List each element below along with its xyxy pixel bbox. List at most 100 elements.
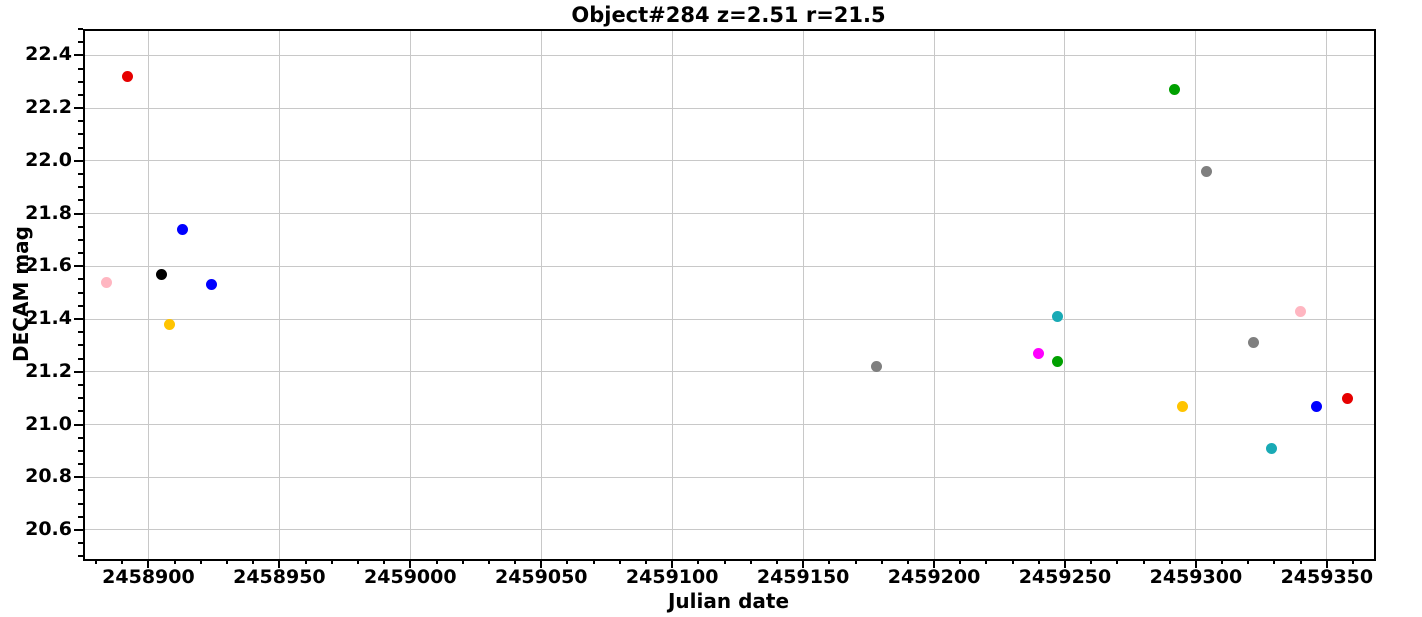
x-axis-minor-tick (1037, 559, 1040, 564)
data-point-gray (1248, 337, 1260, 349)
v-gridline (671, 29, 673, 559)
h-gridline (83, 54, 1374, 56)
x-axis-minor-tick (1168, 559, 1171, 564)
x-axis-minor-tick (880, 559, 883, 564)
x-axis-minor-tick (461, 559, 464, 564)
x-axis-minor-tick (775, 559, 778, 564)
h-gridline (83, 424, 1374, 426)
y-axis-minor-tick (78, 225, 83, 228)
x-axis-minor-tick (435, 559, 438, 564)
y-tick-label: 22.4 (25, 43, 72, 66)
y-axis-label: DECAM mag (9, 226, 33, 362)
v-gridline (540, 29, 542, 559)
y-tick-label: 20.6 (25, 517, 72, 540)
y-axis-tick (74, 212, 83, 215)
data-point-blue (1310, 400, 1322, 412)
x-axis-tick (409, 559, 412, 568)
data-point-green (1051, 355, 1063, 367)
h-gridline (83, 265, 1374, 267)
y-axis-minor-tick (78, 28, 83, 30)
y-axis-minor-tick (78, 436, 83, 439)
y-axis-tick (74, 370, 83, 373)
x-axis-minor-tick (749, 559, 752, 564)
x-axis-tick (540, 559, 543, 568)
data-point-gold (1177, 400, 1189, 412)
data-point-gold (163, 318, 175, 330)
y-axis-minor-tick (78, 515, 83, 518)
x-axis-minor-tick (1352, 559, 1355, 564)
x-tick-label: 2459350 (1280, 566, 1374, 588)
y-axis-tick (74, 265, 83, 268)
x-axis-minor-tick (1011, 559, 1014, 564)
y-axis-minor-tick (78, 502, 83, 505)
x-axis-minor-tick (1142, 559, 1145, 564)
data-point-cyan (1051, 310, 1063, 322)
y-axis-minor-tick (78, 80, 83, 83)
x-tick-label: 2458950 (233, 566, 326, 588)
x-axis-minor-tick (1090, 559, 1093, 564)
v-gridline (278, 29, 280, 559)
y-axis-minor-tick (78, 41, 83, 44)
data-point-magenta (1033, 347, 1045, 359)
data-point-red (122, 70, 134, 82)
x-axis-minor-tick (906, 559, 909, 564)
x-axis-minor-tick (566, 559, 569, 564)
chart-title: Object#284 z=2.51 r=21.5 (571, 3, 886, 27)
h-gridline (83, 476, 1374, 478)
y-axis-minor-tick (78, 67, 83, 70)
x-axis-minor-tick (1116, 559, 1119, 564)
x-axis-minor-tick (697, 559, 700, 564)
x-axis-minor-tick (95, 559, 98, 564)
data-point-cyan (1266, 442, 1278, 454)
x-axis-minor-tick (121, 559, 124, 564)
data-point-pink (1295, 305, 1307, 317)
y-axis-minor-tick (78, 331, 83, 334)
x-axis-minor-tick (226, 559, 229, 564)
y-tick-label: 21.6 (25, 254, 72, 277)
v-gridline (1064, 29, 1066, 559)
y-axis-minor-tick (78, 252, 83, 255)
y-axis-minor-tick (78, 542, 83, 545)
y-axis-minor-tick (78, 278, 83, 281)
x-axis-minor-tick (330, 559, 333, 564)
y-axis-minor-tick (78, 357, 83, 360)
v-gridline (1326, 29, 1328, 559)
x-axis-minor-tick (514, 559, 517, 564)
x-tick-label: 2459150 (756, 566, 850, 588)
h-gridline (83, 160, 1374, 162)
x-axis-tick (1325, 559, 1328, 568)
x-axis-minor-tick (1221, 559, 1224, 564)
x-tick-label: 2459000 (364, 566, 457, 588)
y-tick-label: 21.2 (25, 359, 72, 382)
x-tick-label: 2459050 (494, 566, 588, 588)
x-tick-label: 2458900 (102, 566, 195, 588)
v-gridline (933, 29, 935, 559)
x-axis-minor-tick (645, 559, 647, 564)
x-axis-minor-tick (985, 559, 988, 564)
y-tick-label: 20.8 (25, 465, 72, 488)
x-axis-minor-tick (592, 559, 595, 564)
y-axis-tick (74, 528, 83, 531)
data-point-blue (205, 279, 217, 291)
x-tick-label: 2459300 (1149, 566, 1243, 588)
y-axis-minor-tick (78, 238, 83, 241)
x-axis-minor-tick (304, 559, 307, 564)
y-axis-minor-tick (78, 173, 83, 176)
data-point-red (1342, 392, 1354, 404)
v-gridline (409, 29, 411, 559)
x-axis-tick (802, 559, 805, 568)
x-axis-minor-tick (356, 559, 359, 564)
x-axis-tick (278, 559, 281, 568)
y-axis-minor-tick (78, 291, 83, 294)
y-axis-minor-tick (78, 489, 83, 492)
v-gridline (1195, 29, 1197, 559)
y-axis-minor-tick (78, 120, 83, 123)
x-tick-label: 2459100 (625, 566, 719, 588)
x-axis-minor-tick (1273, 559, 1276, 564)
y-axis-minor-tick (78, 555, 83, 558)
y-axis-minor-tick (78, 397, 83, 400)
y-axis-tick (74, 476, 83, 479)
y-axis-tick (74, 159, 83, 162)
